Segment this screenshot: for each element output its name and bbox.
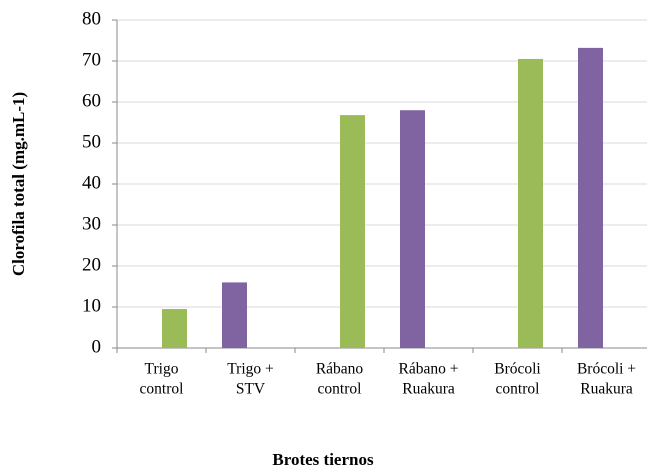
x-tick-label: control <box>140 381 184 398</box>
y-tick-label: 0 <box>92 336 102 357</box>
x-tick-label: Trigo + <box>227 361 274 378</box>
x-tick-label: Brócoli + <box>577 361 636 378</box>
x-tick-label: control <box>318 381 362 398</box>
y-axis-title: Clorofila total (mg.mL-1) <box>9 92 28 276</box>
bar <box>578 47 603 348</box>
bar <box>518 58 543 348</box>
y-tick-label: 20 <box>82 254 101 275</box>
bar <box>162 309 187 348</box>
x-tick-label: Ruakura <box>402 381 455 398</box>
x-tick-label: Ruakura <box>580 381 633 398</box>
y-tick-label: 40 <box>82 172 101 193</box>
x-axis-title: Brotes tiernos <box>272 450 374 467</box>
x-tick-label: Rábano <box>316 361 364 378</box>
x-tick-label: Brócoli <box>494 361 541 378</box>
y-tick-label: 70 <box>82 49 101 70</box>
bar <box>222 282 247 348</box>
x-tick-label: Trigo <box>145 361 179 378</box>
y-tick-label: 30 <box>82 213 101 234</box>
y-tick-label: 80 <box>82 8 101 29</box>
x-tick-label: control <box>496 381 540 398</box>
y-tick-label: 50 <box>82 131 101 152</box>
x-tick-label: STV <box>236 381 266 398</box>
x-tick-label: Rábano + <box>399 361 459 378</box>
bar <box>400 110 425 348</box>
bar <box>340 115 365 349</box>
y-tick-label: 60 <box>82 90 101 111</box>
y-tick-label: 10 <box>82 295 101 316</box>
